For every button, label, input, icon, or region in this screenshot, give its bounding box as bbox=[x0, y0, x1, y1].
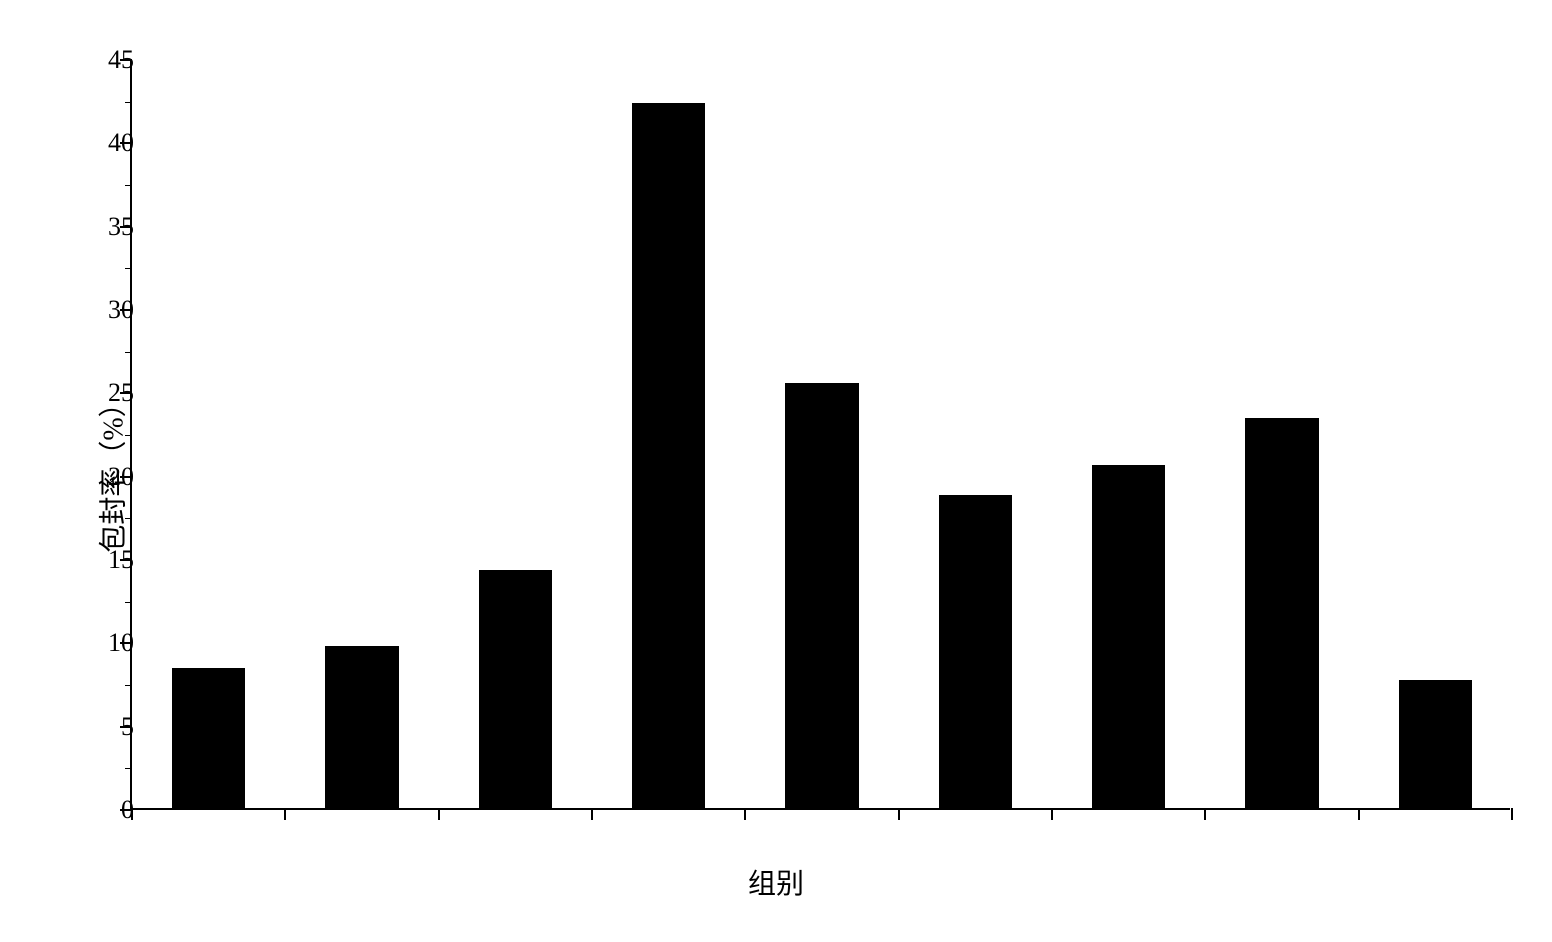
bar-C bbox=[479, 570, 553, 808]
x-tick-label: F bbox=[943, 780, 1003, 812]
plot-area bbox=[130, 60, 1510, 810]
y-tick-label: 10 bbox=[74, 628, 134, 658]
x-tick bbox=[1051, 808, 1053, 820]
y-tick-label: 30 bbox=[74, 295, 134, 325]
x-tick bbox=[744, 808, 746, 820]
x-tick bbox=[1511, 808, 1513, 820]
bar-F bbox=[939, 495, 1013, 808]
x-tick bbox=[1204, 808, 1206, 820]
x-tick-label: B bbox=[330, 780, 390, 812]
bar-D bbox=[632, 103, 706, 808]
x-tick-label: G bbox=[1097, 780, 1157, 812]
x-tick-label: D bbox=[637, 780, 697, 812]
chart-container: 包封率（%） 组别 051015202530354045ABCDEFGHI bbox=[20, 20, 1532, 922]
y-minor-tick bbox=[125, 268, 132, 269]
y-minor-tick bbox=[125, 768, 132, 769]
x-tick bbox=[284, 808, 286, 820]
y-minor-tick bbox=[125, 435, 132, 436]
bar-E bbox=[785, 383, 859, 808]
x-tick bbox=[1358, 808, 1360, 820]
x-tick bbox=[438, 808, 440, 820]
y-minor-tick bbox=[125, 518, 132, 519]
y-minor-tick bbox=[125, 102, 132, 103]
y-tick-label: 5 bbox=[74, 712, 134, 742]
x-axis-label: 组别 bbox=[748, 862, 804, 902]
y-minor-tick bbox=[125, 352, 132, 353]
y-tick-label: 20 bbox=[74, 462, 134, 492]
y-tick-label: 15 bbox=[74, 545, 134, 575]
y-tick-label: 45 bbox=[74, 45, 134, 75]
y-minor-tick bbox=[125, 185, 132, 186]
x-tick-label: C bbox=[483, 780, 543, 812]
y-minor-tick bbox=[125, 685, 132, 686]
y-tick-label: 0 bbox=[74, 795, 134, 825]
y-tick-label: 25 bbox=[74, 378, 134, 408]
x-tick-label: E bbox=[790, 780, 850, 812]
y-tick-label: 35 bbox=[74, 212, 134, 242]
y-minor-tick bbox=[125, 602, 132, 603]
x-tick-label: A bbox=[177, 780, 237, 812]
x-tick-label: H bbox=[1250, 780, 1310, 812]
x-tick bbox=[898, 808, 900, 820]
bar-H bbox=[1245, 418, 1319, 808]
x-tick-label: I bbox=[1403, 780, 1463, 812]
x-tick bbox=[591, 808, 593, 820]
y-tick-label: 40 bbox=[74, 128, 134, 158]
bar-G bbox=[1092, 465, 1166, 808]
